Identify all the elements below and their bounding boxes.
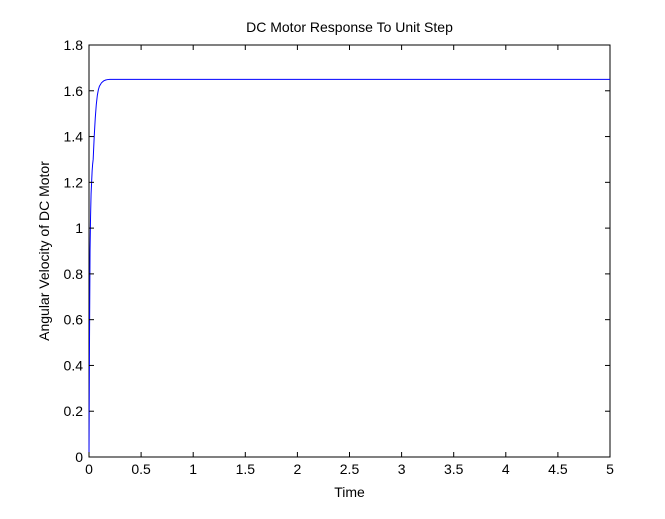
- x-ticks: 0 0.5 1 1.5 2 2.5 3 3.5 4 4.5 5: [85, 45, 614, 477]
- y-tick-label: 0.2: [64, 403, 84, 419]
- y-tick-label: 0: [75, 449, 83, 465]
- y-tick-label: 0.8: [64, 266, 84, 282]
- y-tick-label: 0.6: [64, 312, 84, 328]
- y-ticks: 0 0.2 0.4 0.6 0.8 1 1.2 1.4 1.6 1.8: [64, 37, 610, 465]
- x-tick-label: 5: [606, 461, 614, 477]
- x-tick-label: 4.5: [548, 461, 568, 477]
- x-tick-label: 3.5: [444, 461, 464, 477]
- x-tick-label: 3: [398, 461, 406, 477]
- y-tick-label: 1.2: [64, 174, 84, 190]
- x-tick-label: 2.5: [340, 461, 360, 477]
- x-axis-label: Time: [334, 484, 365, 500]
- plot-area: [88, 44, 611, 458]
- x-tick-label: 4: [502, 461, 510, 477]
- y-tick-label: 1: [75, 220, 83, 236]
- y-tick-label: 0.4: [64, 357, 84, 373]
- y-axis-label: Angular Velocity of DC Motor: [36, 161, 52, 341]
- x-tick-label: 1: [189, 461, 197, 477]
- x-tick-label: 0: [85, 461, 93, 477]
- series-line-0: [88, 78, 610, 458]
- plot-frame: [88, 44, 611, 458]
- x-tick-label: 2: [294, 461, 302, 477]
- chart-title: DC Motor Response To Unit Step: [246, 19, 453, 35]
- y-tick-label: 1.6: [64, 83, 84, 99]
- x-tick-label: 1.5: [236, 461, 256, 477]
- x-tick-label: 0.5: [131, 461, 151, 477]
- series-group: [88, 78, 610, 458]
- y-tick-label: 1.4: [64, 129, 84, 145]
- y-tick-label: 1.8: [64, 37, 84, 53]
